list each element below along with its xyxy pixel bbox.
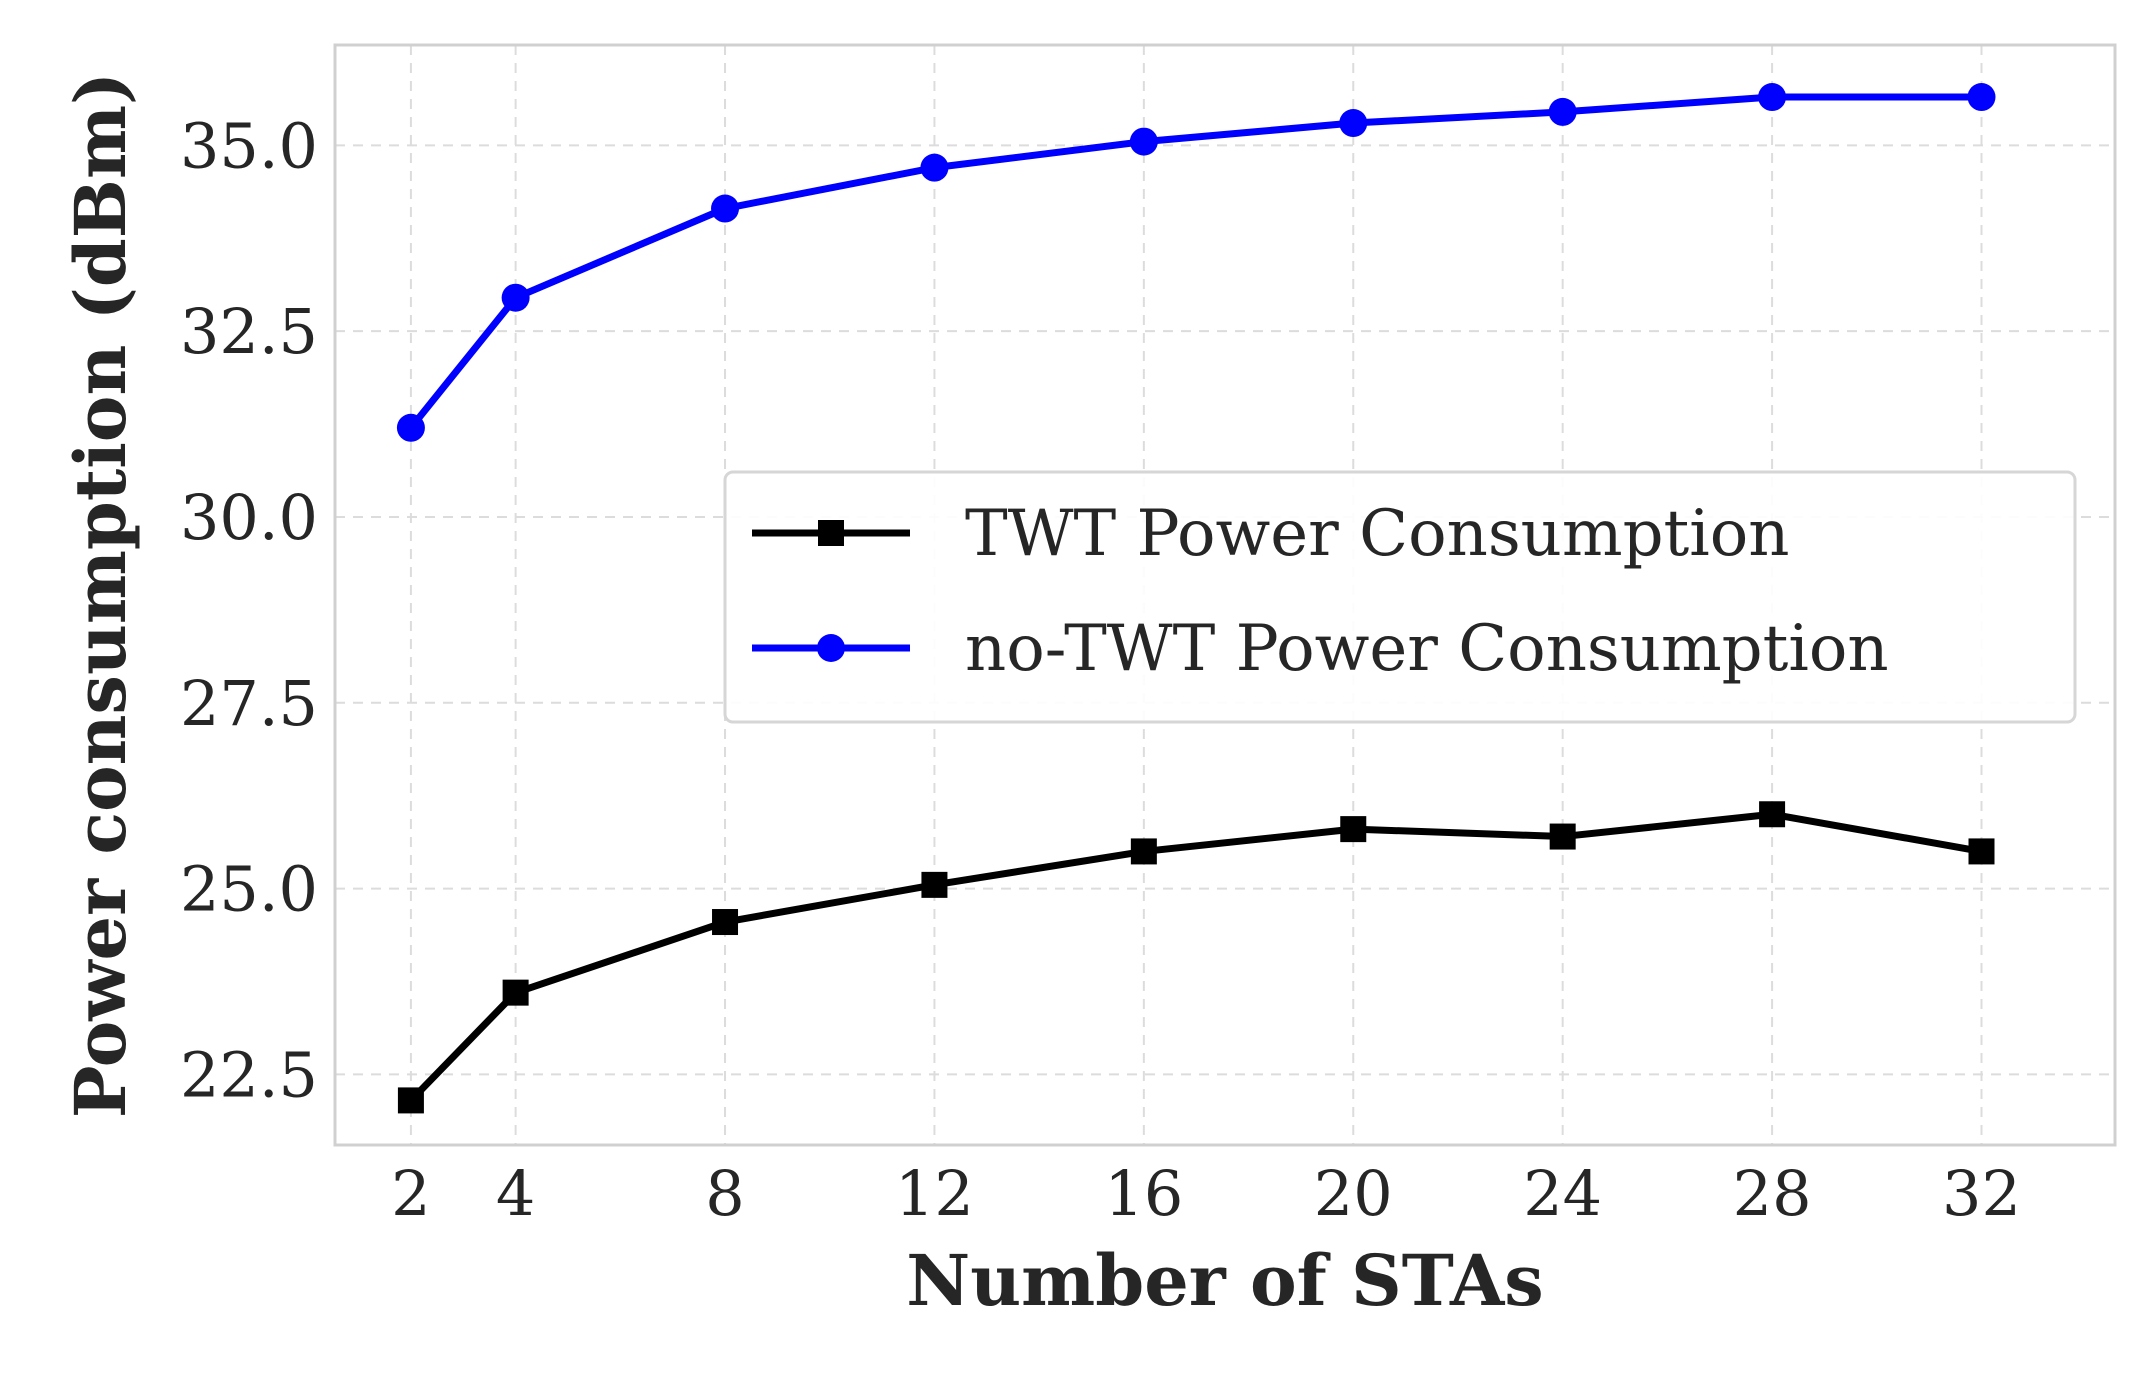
data-point — [712, 909, 739, 936]
legend-label: TWT Power Consumption — [965, 497, 1789, 571]
series-line — [408, 93, 1982, 430]
series-line — [408, 810, 1983, 1103]
data-point — [921, 871, 948, 898]
legend-entry: TWT Power Consumption — [752, 497, 1789, 571]
plot-frame — [333, 43, 2117, 1147]
data-point — [1549, 823, 1576, 850]
x-tick-label: 16 — [1104, 1157, 1183, 1230]
data-point — [1340, 816, 1367, 843]
legend-entry: no-TWT Power Consumption — [752, 612, 1889, 686]
data-point — [1968, 838, 1995, 865]
y-tick-label: 25.0 — [180, 853, 318, 926]
data-point — [1129, 127, 1158, 156]
y-tick-label: 22.5 — [180, 1038, 318, 1111]
data-point — [1759, 801, 1786, 828]
y-tick-label: 32.5 — [180, 295, 318, 368]
x-tick-label: 4 — [496, 1157, 535, 1230]
data-point — [396, 413, 425, 442]
data-point — [1339, 109, 1368, 138]
axis-ticks: 2 4 8 12 16 20 24 28 32 22.5 25.0 27.5 30.0 32.5 35.0 — [180, 109, 2021, 1230]
data-point — [501, 283, 530, 312]
data-point — [502, 979, 529, 1006]
y-tick-label: 30.0 — [180, 481, 318, 554]
data-point — [397, 1087, 424, 1114]
data-point — [1967, 83, 1996, 112]
data-point — [711, 194, 740, 223]
x-tick-label: 32 — [1942, 1157, 2021, 1230]
legend-label: no-TWT Power Consumption — [965, 612, 1889, 686]
x-tick-label: 2 — [391, 1157, 430, 1230]
x-tick-label: 28 — [1733, 1157, 1812, 1230]
legend-marker — [818, 520, 844, 546]
series — [396, 83, 1996, 1114]
legend: TWT Power Consumption no-TWT Power Consum… — [723, 470, 2077, 724]
x-tick-label: 12 — [895, 1157, 974, 1230]
data-point — [1548, 97, 1577, 126]
data-point — [920, 153, 949, 182]
x-axis-label: Number of STAs — [906, 1239, 1543, 1322]
series-0 — [397, 801, 1995, 1114]
legend-items: TWT Power Consumption no-TWT Power Consum… — [752, 497, 1889, 686]
x-tick-label: 8 — [705, 1157, 744, 1230]
data-point — [1758, 83, 1787, 112]
y-tick-label: 27.5 — [180, 667, 318, 740]
y-tick-label: 35.0 — [180, 109, 318, 182]
data-point — [1130, 838, 1157, 865]
legend-marker — [817, 634, 845, 662]
y-axis-label: Power consumption (dBm) — [59, 72, 142, 1118]
x-tick-label: 24 — [1523, 1157, 1602, 1230]
series-1 — [396, 83, 1996, 442]
legend-box — [723, 470, 2077, 724]
x-tick-label: 20 — [1314, 1157, 1393, 1230]
